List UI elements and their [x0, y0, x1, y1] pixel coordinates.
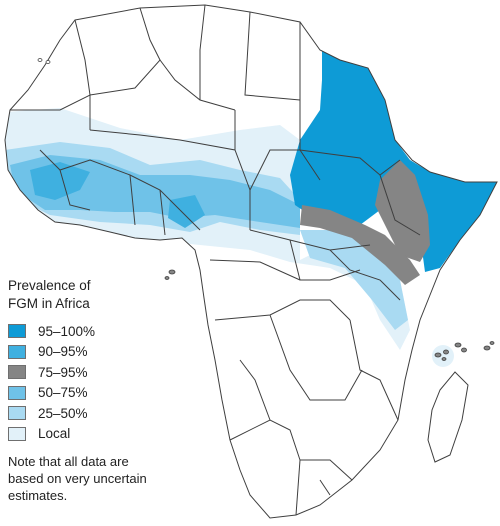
legend-label-local: Local [38, 426, 71, 442]
region-90-95-west-africa [30, 162, 90, 200]
legend-swatch-75-95 [8, 365, 26, 380]
legend-item-25-50: 25–50% [8, 403, 158, 424]
map-legend: Prevalence of FGM in Africa 95–100% 90–9… [8, 277, 158, 504]
legend-swatch-50-75 [8, 385, 26, 400]
legend-note-line-2: based on very uncertain [8, 471, 147, 486]
legend-title-line-2: FGM in Africa [8, 296, 90, 311]
legend-item-50-75: 50–75% [8, 383, 158, 404]
region-75-95-east [300, 205, 420, 285]
legend-item-local: Local [8, 424, 158, 445]
legend-list: 95–100% 90–95% 75–95% 50–75% 25–50% Loca… [8, 321, 158, 444]
legend-item-90-95: 90–95% [8, 342, 158, 363]
legend-label-95-100: 95–100% [38, 323, 96, 339]
legend-title-line-1: Prevalence of [8, 278, 91, 293]
legend-label-75-95: 75–95% [38, 364, 88, 380]
legend-item-95-100: 95–100% [8, 321, 158, 342]
legend-label-90-95: 90–95% [38, 344, 88, 360]
legend-note-line-1: Note that all data are [8, 454, 129, 469]
gulf-of-guinea-islands [164, 269, 176, 280]
legend-title: Prevalence of FGM in Africa [8, 277, 158, 313]
region-75-95-horn [375, 160, 430, 262]
legend-label-25-50: 25–50% [38, 405, 88, 421]
legend-swatch-25-50 [8, 406, 26, 421]
seychelles-islands [454, 341, 495, 353]
canary-islands [37, 58, 51, 64]
country-borders [4, 4, 498, 519]
madagascar [427, 371, 469, 463]
legend-note-line-3: estimates. [8, 488, 68, 503]
region-90-95-central [168, 195, 205, 228]
legend-label-50-75: 50–75% [38, 385, 88, 401]
legend-swatch-95-100 [8, 324, 26, 339]
legend-item-75-95: 75–95% [8, 362, 158, 383]
region-75-95-redsea [338, 42, 355, 60]
legend-swatch-local [8, 426, 26, 441]
comoros-islands [432, 345, 454, 367]
legend-swatch-90-95 [8, 344, 26, 359]
legend-note: Note that all data are based on very unc… [8, 453, 158, 504]
